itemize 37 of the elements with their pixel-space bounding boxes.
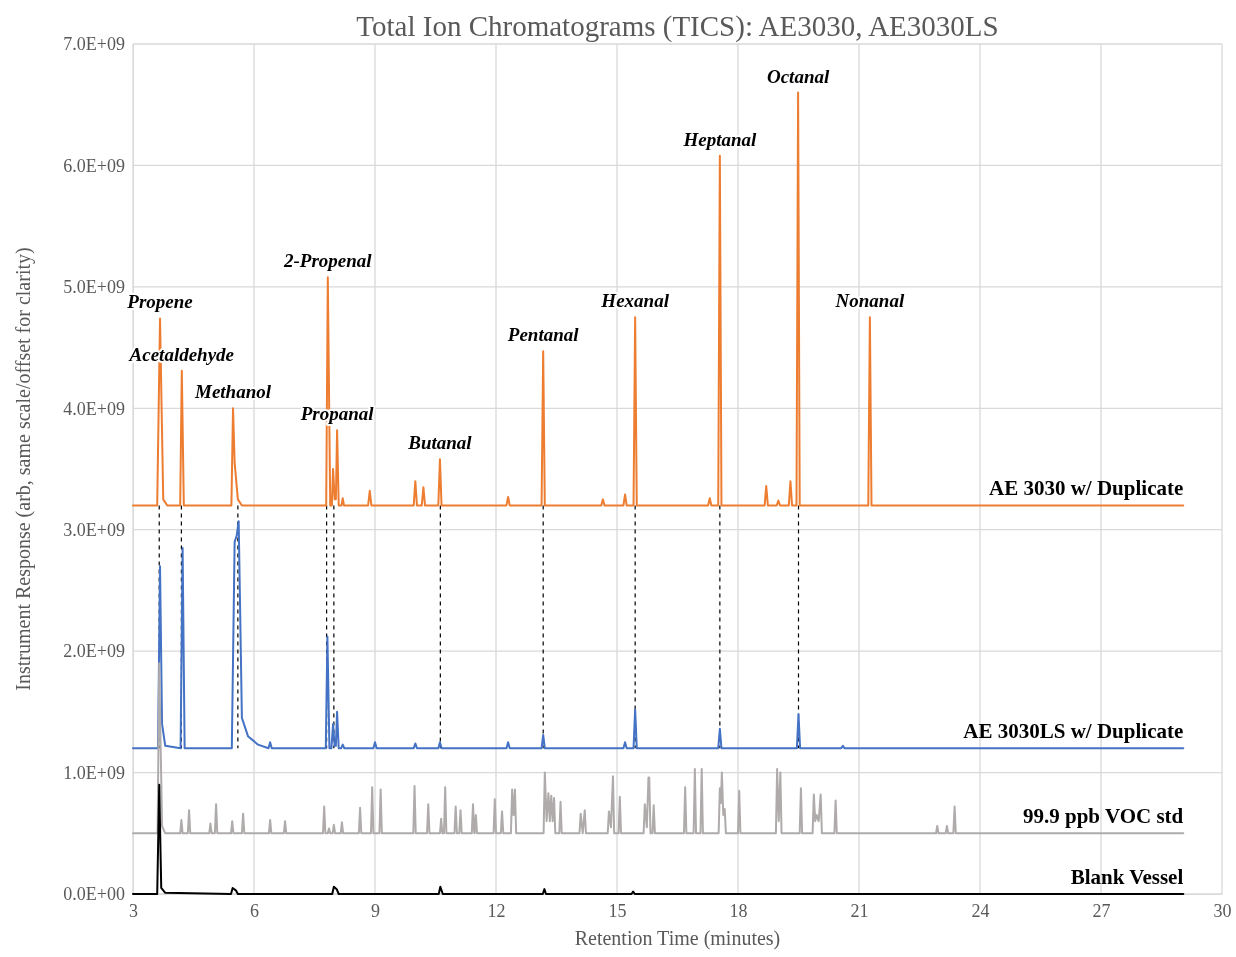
annotation: Hexanal: [600, 290, 670, 312]
x-tick-label: 6: [250, 900, 259, 921]
line-series: [132, 662, 1185, 835]
x-tick-label: 15: [608, 900, 627, 921]
x-axis-title: Retention Time (minutes): [574, 927, 781, 950]
x-tick-label: 9: [371, 900, 380, 921]
series-label: AE 3030 w/ Duplicate: [989, 476, 1184, 501]
annotation: Heptanal: [682, 128, 757, 150]
x-tick-label: 30: [1213, 900, 1232, 921]
y-tick-label: 6.0E+09: [63, 155, 125, 176]
annotation: Pentanal: [506, 324, 580, 346]
x-tick-label: 12: [487, 900, 506, 921]
line-series: [132, 783, 1185, 895]
annotation: Methanol: [194, 381, 272, 403]
y-tick-label: 0.0E+00: [63, 884, 125, 905]
x-tick-label: 21: [850, 900, 869, 921]
line-series: [132, 520, 1185, 750]
x-tick-label: 24: [971, 900, 990, 921]
x-tick-label: 18: [729, 900, 748, 921]
annotation: Nonanal: [834, 290, 905, 312]
y-tick-label: 5.0E+09: [63, 277, 125, 298]
y-tick-label: 2.0E+09: [63, 641, 125, 662]
x-tick-label: 27: [1092, 900, 1111, 921]
annotation: Propene: [126, 291, 194, 313]
y-tick-label: 3.0E+09: [63, 519, 125, 540]
y-axis-title: Instrument Response (arb, same scale/offset for clarity): [12, 247, 35, 691]
y-tick-label: 7.0E+09: [63, 34, 125, 55]
x-tick-label: 3: [129, 900, 138, 921]
series-label: Blank Vessel: [1070, 865, 1184, 889]
annotation: 2-Propenal: [283, 250, 373, 272]
annotation: Octanal: [766, 65, 830, 87]
series-label: 99.9 ppb VOC std: [1023, 804, 1184, 829]
y-tick-label: 4.0E+09: [63, 398, 125, 419]
annotation: Butanal: [407, 432, 473, 454]
series-label: AE 3030LS w/ Duplicate: [963, 719, 1184, 744]
y-tick-label: 1.0E+09: [63, 762, 125, 783]
chart-title: Total Ion Chromatograms (TICS): AE3030, AE3030LS: [356, 10, 999, 43]
